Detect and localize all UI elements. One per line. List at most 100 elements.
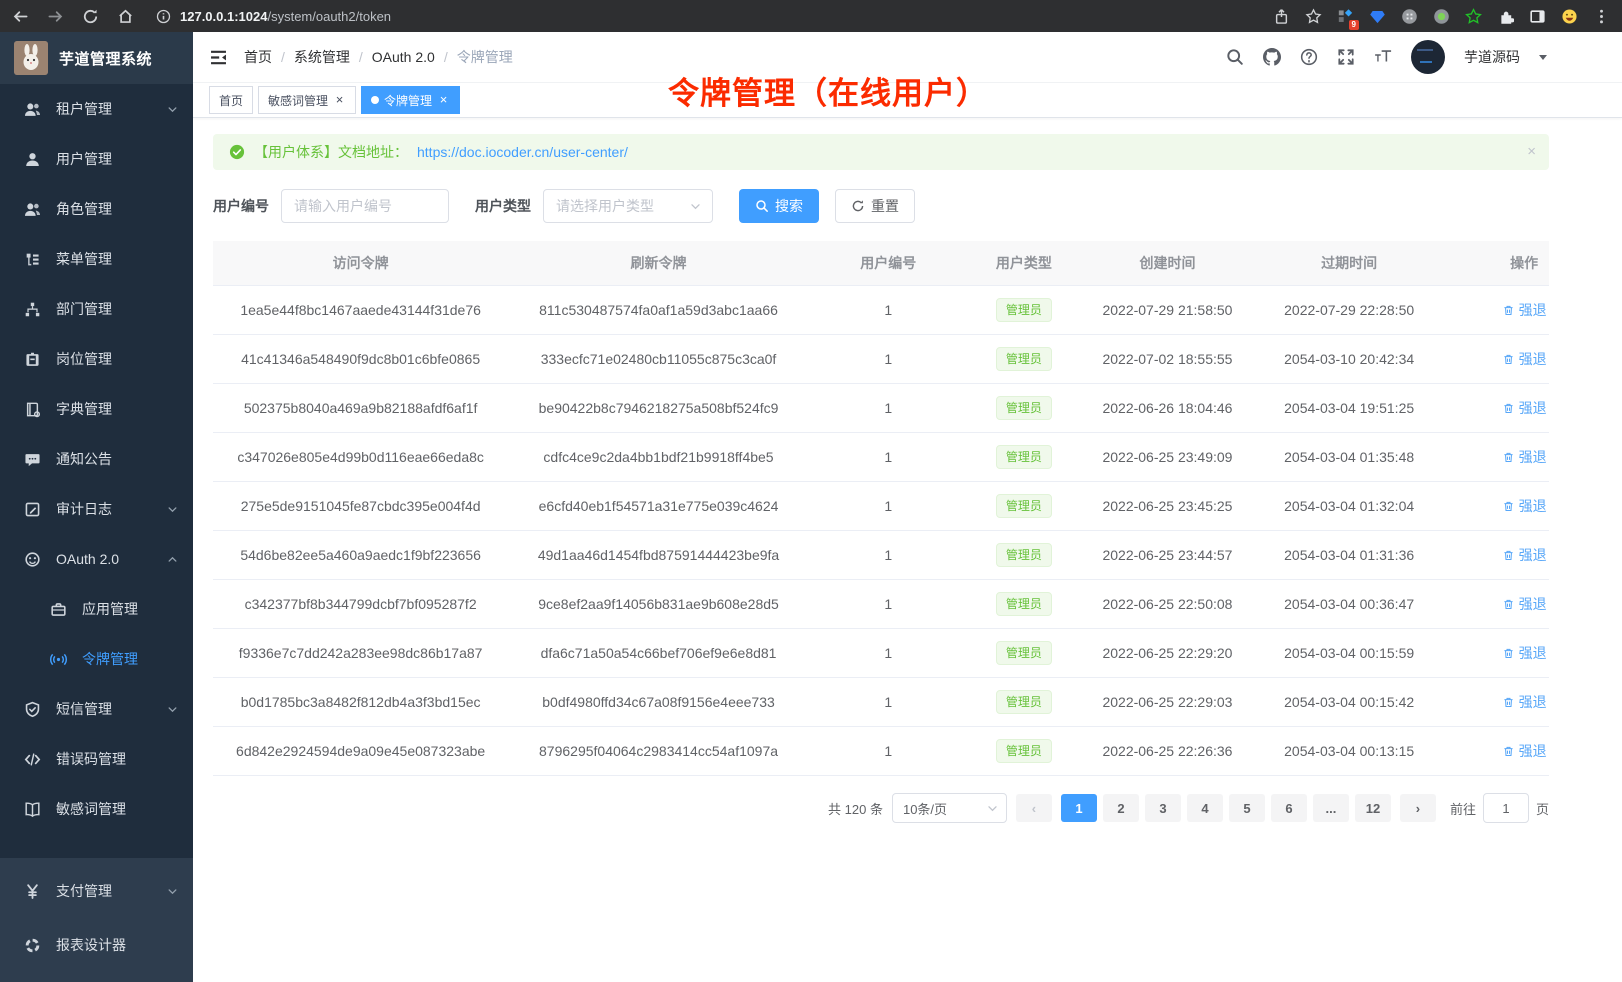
sidebar-item-dict[interactable]: 字典管理 [0, 384, 193, 434]
tab-1[interactable]: 敏感词管理 × [258, 86, 357, 114]
address-bar[interactable]: 127.0.0.1:1024/system/oauth2/token [156, 9, 1261, 24]
active-tab-dot [371, 96, 380, 104]
tab-0[interactable]: 首页 [209, 86, 254, 114]
back-icon[interactable] [12, 8, 29, 25]
sidebar-item-user[interactable]: 用户管理 [0, 134, 193, 184]
browser-menu-icon[interactable] [1593, 8, 1610, 25]
user-type-cell: 管理员 [968, 690, 1080, 714]
tab-2[interactable]: 令牌管理 × [361, 86, 461, 114]
sidebar-item-sms[interactable]: 短信管理 [0, 684, 193, 734]
page-button-5[interactable]: 5 [1228, 794, 1265, 822]
breadcrumb-system[interactable]: 系统管理 [293, 49, 350, 65]
font-size-icon[interactable] [1374, 48, 1392, 66]
info-icon[interactable] [156, 9, 171, 24]
user-id-input[interactable] [281, 189, 449, 223]
column-header: 操作 [1510, 255, 1539, 271]
sidebar-item-role[interactable]: 角色管理 [0, 184, 193, 234]
sidebar-toggle-icon[interactable] [209, 48, 228, 67]
force-logout-button[interactable]: 强退 [1502, 349, 1547, 369]
user-id-cell: 1 [884, 596, 893, 612]
brand-header[interactable]: 芋道管理系统 [0, 32, 193, 84]
sidebar-item-sensitive[interactable]: 敏感词管理 [0, 784, 193, 834]
user-type-badge: 管理员 [995, 543, 1052, 567]
user-id-cell: 1 [884, 547, 893, 563]
gem-extension-icon[interactable] [1369, 8, 1386, 25]
page-button-4[interactable]: 4 [1186, 794, 1223, 822]
page-button-2[interactable]: 2 [1102, 794, 1139, 822]
sms-icon [24, 701, 41, 718]
reload-icon[interactable] [82, 8, 99, 25]
access-token-cell: 1ea5e44f8bc1467aaede43144f31de76 [240, 302, 481, 318]
page-size-select[interactable]: 10条/页 [891, 793, 1007, 823]
record-extension-icon[interactable] [1433, 8, 1450, 25]
page-button-3[interactable]: 3 [1144, 794, 1181, 822]
page-ellipsis[interactable]: ... [1312, 794, 1349, 822]
sidebar-item-tenant[interactable]: 租户管理 [0, 84, 193, 134]
access-token-cell: b0d1785bc3a8482f812db4a3f3bd15ec [240, 694, 481, 710]
goto-page-input[interactable] [1482, 793, 1529, 823]
created-at-cell: 2022-06-25 22:29:20 [1102, 645, 1233, 661]
force-logout-button[interactable]: 强退 [1502, 741, 1547, 761]
force-logout-button[interactable]: 强退 [1502, 300, 1547, 320]
next-page-button[interactable]: › [1399, 794, 1436, 822]
page-button-1[interactable]: 1 [1060, 794, 1097, 822]
share-icon[interactable] [1273, 8, 1290, 25]
bookmark-star-icon[interactable] [1305, 7, 1322, 25]
close-icon[interactable]: × [335, 91, 344, 107]
sidebar-item-oauth[interactable]: OAuth 2.0 [0, 534, 193, 584]
force-logout-button[interactable]: 强退 [1502, 496, 1547, 516]
fullscreen-icon[interactable] [1337, 48, 1355, 66]
sidebar-item-errcode[interactable]: 错误码管理 [0, 734, 193, 784]
prev-page-button[interactable]: ‹ [1015, 794, 1052, 822]
command-extension-icon[interactable] [1401, 8, 1418, 25]
force-logout-button[interactable]: 强退 [1502, 447, 1547, 467]
sidebar-item-app[interactable]: 应用管理 [0, 584, 193, 634]
sidebar-item-token[interactable]: 令牌管理 [0, 634, 193, 684]
close-icon[interactable]: × [439, 91, 448, 107]
force-logout-button[interactable]: 强退 [1502, 643, 1547, 663]
trash-icon [1502, 598, 1515, 611]
username[interactable]: 芋道源码 [1464, 49, 1520, 65]
dict-icon [24, 401, 41, 418]
forward-icon[interactable] [47, 8, 64, 25]
force-logout-button[interactable]: 强退 [1502, 545, 1547, 565]
home-icon[interactable] [117, 8, 134, 25]
total-count: 共 120 条 [828, 801, 883, 817]
page-button-6[interactable]: 6 [1270, 794, 1307, 822]
sidebar-item-pay[interactable]: 支付管理 [0, 864, 193, 918]
github-icon[interactable] [1263, 48, 1281, 66]
sidebar-item-report[interactable]: 报表设计器 [0, 918, 193, 972]
side-panel-icon[interactable] [1529, 8, 1546, 25]
user-type-cell: 管理员 [968, 592, 1080, 616]
chevron-down-icon[interactable] [1539, 54, 1547, 64]
breadcrumb-oauth[interactable]: OAuth 2.0 [371, 49, 435, 65]
force-logout-label: 强退 [1518, 694, 1547, 710]
force-logout-button[interactable]: 强退 [1502, 594, 1547, 614]
extensions-puzzle-icon[interactable] [1497, 8, 1514, 25]
avatar[interactable] [1411, 40, 1445, 74]
breadcrumb-home[interactable]: 首页 [244, 49, 272, 65]
role-icon [24, 201, 41, 218]
search-button[interactable]: 搜索 [739, 189, 819, 223]
user-type-select[interactable]: 请选择用户类型 [543, 189, 713, 223]
profile-emoji-icon[interactable] [1561, 8, 1578, 25]
page-button-12[interactable]: 12 [1354, 794, 1391, 822]
sidebar-item-notice[interactable]: 通知公告 [0, 434, 193, 484]
force-logout-button[interactable]: 强退 [1502, 692, 1547, 712]
table-row: 502375b8040a469a9b82188afdf6af1f be90422b… [213, 384, 1549, 433]
extension-grid-icon[interactable]: 9 [1337, 8, 1359, 30]
force-logout-button[interactable]: 强退 [1502, 398, 1547, 418]
trash-icon [1502, 451, 1515, 464]
doc-link[interactable]: https://doc.iocoder.cn/user-center/ [417, 144, 628, 160]
search-icon[interactable] [1226, 48, 1244, 66]
close-icon[interactable]: × [1527, 143, 1536, 160]
page-buttons: 1 2 3 4 5 6... 12 [1060, 794, 1391, 822]
green-star-extension-icon[interactable] [1465, 7, 1482, 25]
reset-button[interactable]: 重置 [835, 189, 915, 223]
help-icon[interactable] [1300, 48, 1318, 66]
sidebar-item-menu[interactable]: 菜单管理 [0, 234, 193, 284]
sidebar-item-dept[interactable]: 部门管理 [0, 284, 193, 334]
reset-button-label: 重置 [871, 198, 899, 214]
sidebar-item-log[interactable]: 审计日志 [0, 484, 193, 534]
sidebar-item-post[interactable]: 岗位管理 [0, 334, 193, 384]
